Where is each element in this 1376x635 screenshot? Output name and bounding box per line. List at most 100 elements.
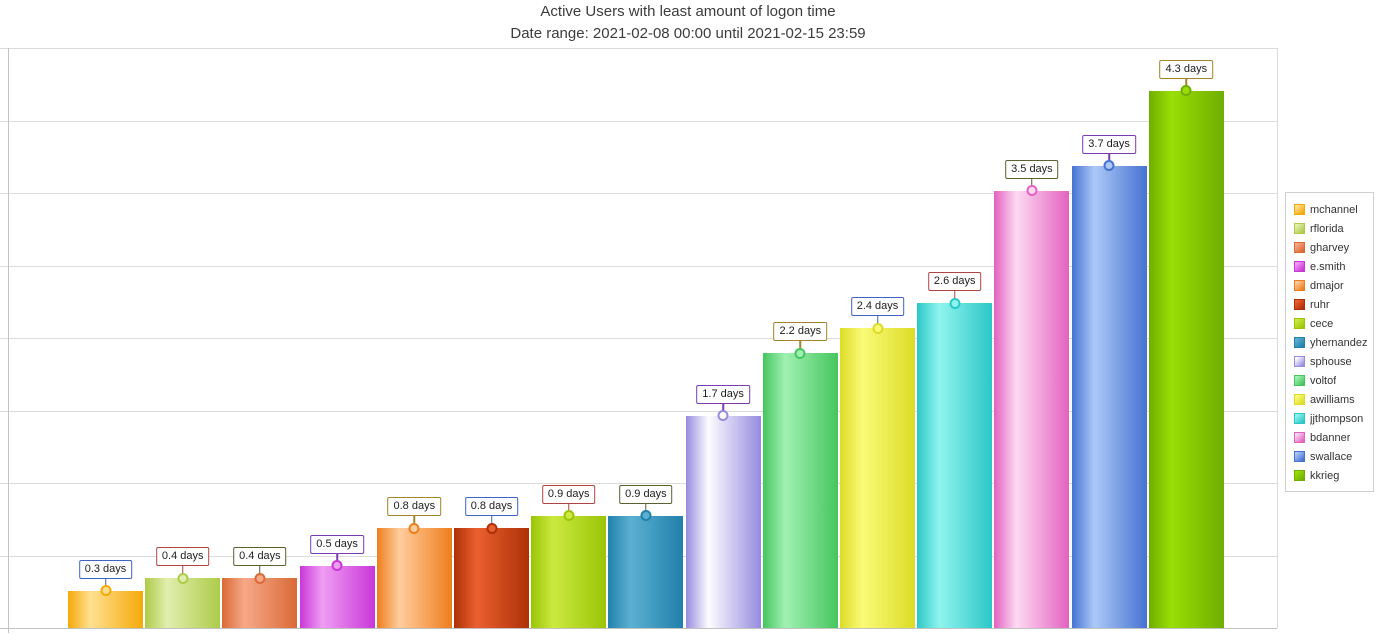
callout-connector [1031, 177, 1033, 187]
bar-slot-rflorida: 0.4 days [144, 48, 221, 628]
callout-connector [259, 565, 261, 574]
bar-jjthompson[interactable] [917, 303, 993, 628]
value-callout-e.smith: 0.5 days [310, 534, 364, 554]
bar-slot-cece: 0.9 days [530, 48, 607, 628]
bar-mchannel[interactable] [68, 590, 143, 628]
legend-swatch-icon [1294, 299, 1305, 310]
legend-swatch-icon [1294, 394, 1305, 405]
legend-item-bdanner[interactable]: bdanner [1294, 428, 1371, 447]
value-callout-kkrieg: 4.3 days [1159, 59, 1214, 79]
callout-connector [413, 515, 416, 524]
legend-label: jjthompson [1310, 412, 1364, 425]
callout-connector [336, 552, 338, 562]
legend-item-gharvey[interactable]: gharvey [1294, 238, 1371, 257]
bar-kkrieg[interactable] [1148, 90, 1224, 628]
legend-swatch-icon [1294, 223, 1305, 234]
legend-item-swallace[interactable]: swallace [1294, 447, 1371, 466]
legend-item-yhernandez[interactable]: yhernandez [1294, 333, 1371, 352]
gridline [0, 193, 1277, 194]
legend-item-e.smith[interactable]: e.smith [1294, 257, 1371, 276]
bar-slot-swallace: 3.7 days [1071, 48, 1148, 628]
gridline [0, 120, 1277, 122]
bar-slot-ruhr: 0.8 days [453, 48, 530, 628]
callout-connector [876, 315, 879, 324]
bar-awilliams[interactable] [840, 328, 915, 628]
bar-slot-jjthompson: 2.6 days [916, 48, 993, 628]
bar-yhernandez[interactable] [608, 515, 684, 628]
value-callout-dmajor: 0.8 days [387, 497, 442, 516]
callout-connector [490, 515, 493, 524]
callout-connector [104, 577, 107, 587]
bar-e.smith[interactable] [299, 565, 375, 628]
legend-label: yhernandez [1310, 336, 1368, 349]
gridline [0, 338, 1277, 339]
bar-swallace[interactable] [1071, 165, 1147, 628]
legend-item-awilliams[interactable]: awilliams [1294, 390, 1371, 409]
bar-top-marker [177, 572, 189, 584]
legend-label: ruhr [1310, 298, 1330, 311]
bar-top-marker [100, 585, 111, 596]
bar-top-marker [872, 322, 883, 334]
gridline [0, 265, 1277, 267]
legend-item-kkrieg[interactable]: kkrieg [1294, 466, 1371, 485]
gridline [0, 483, 1277, 484]
callout-connector [567, 502, 570, 512]
legend-label: swallace [1310, 450, 1353, 463]
value-callout-mchannel: 0.3 days [78, 559, 133, 579]
bar-sphouse[interactable] [685, 415, 761, 628]
bar-voltof[interactable] [762, 353, 838, 628]
callout-connector [645, 502, 647, 512]
legend-swatch-icon [1294, 280, 1305, 291]
bar-dmajor[interactable] [376, 528, 452, 628]
callout-connector [799, 340, 802, 349]
value-callout-voltof: 2.2 days [773, 322, 828, 341]
legend-label: cece [1310, 317, 1334, 330]
legend-item-jjthompson[interactable]: jjthompson [1294, 409, 1371, 428]
value-callout-rflorida: 0.4 days [155, 547, 210, 566]
legend-label: mchannel [1310, 203, 1358, 216]
legend-item-cece[interactable]: cece [1294, 314, 1371, 333]
bar-cece[interactable] [531, 515, 607, 628]
legend-item-dmajor[interactable]: dmajor [1294, 276, 1371, 295]
legend-label: dmajor [1310, 279, 1344, 292]
callout-connector [953, 290, 956, 299]
bar-top-marker [1180, 85, 1192, 96]
bar-top-marker [1026, 185, 1038, 196]
bar-gharvey[interactable] [222, 578, 298, 628]
bar-top-marker [949, 297, 961, 309]
legend-label: e.smith [1310, 260, 1346, 273]
legend-label: awilliams [1310, 393, 1355, 406]
legend-label: bdanner [1310, 431, 1351, 444]
bar-slot-gharvey: 0.4 days [221, 48, 298, 628]
legend-item-voltof[interactable]: voltof [1294, 371, 1371, 390]
chart-header: Active Users with least amount of logon … [0, 1, 1376, 45]
legend-item-mchannel[interactable]: mchannel [1294, 200, 1371, 219]
value-callout-jjthompson: 2.6 days [927, 272, 982, 291]
bar-rflorida[interactable] [145, 578, 221, 628]
legend-item-ruhr[interactable]: ruhr [1294, 295, 1371, 314]
legend-swatch-icon [1294, 432, 1305, 443]
value-callout-awilliams: 2.4 days [850, 297, 905, 316]
gridline [0, 410, 1277, 412]
legend-swatch-icon [1294, 375, 1305, 386]
legend-label: sphouse [1310, 355, 1352, 368]
legend-item-sphouse[interactable]: sphouse [1294, 352, 1371, 371]
y-axis-line [8, 48, 9, 633]
bar-ruhr[interactable] [454, 528, 529, 628]
bar-slot-kkrieg: 4.3 days [1148, 48, 1225, 628]
bar-slot-voltof: 2.2 days [762, 48, 839, 628]
bars-layer: 0.3 days 0.4 days 0.4 days 0.5 days 0.8 days… [8, 48, 1277, 628]
plot-area: 0.3 days 0.4 days 0.4 days 0.5 days 0.8 days… [0, 48, 1278, 629]
bar-top-marker [640, 510, 652, 521]
legend-swatch-icon [1294, 318, 1305, 329]
legend-item-rflorida[interactable]: rflorida [1294, 219, 1371, 238]
bar-top-marker [1103, 160, 1115, 171]
legend-swatch-icon [1294, 356, 1305, 367]
bar-bdanner[interactable] [994, 190, 1070, 628]
bar-slot-mchannel: 0.3 days [67, 48, 144, 628]
value-callout-cece: 0.9 days [541, 484, 596, 504]
legend-swatch-icon [1294, 242, 1305, 253]
bar-top-marker [254, 572, 266, 584]
bar-top-marker [331, 560, 343, 571]
bar-slot-dmajor: 0.8 days [376, 48, 453, 628]
